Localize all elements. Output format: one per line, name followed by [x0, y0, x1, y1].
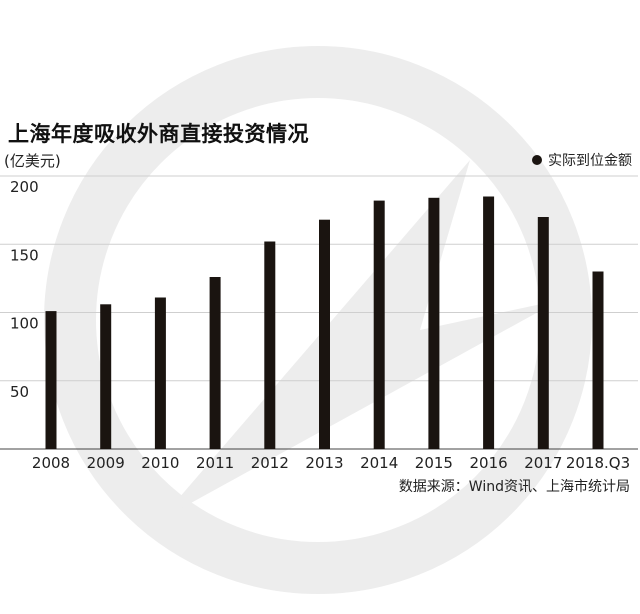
- chart-legend: 实际到位金额: [532, 150, 632, 170]
- chart-title: 上海年度吸收外商直接投资情况: [8, 122, 309, 146]
- y-tick-label-50: 50: [10, 383, 29, 401]
- x-tick-label-2010: 2010: [141, 454, 179, 472]
- legend-label: 实际到位金额: [548, 153, 632, 169]
- x-tick-label-2013: 2013: [305, 454, 343, 472]
- bar-2012: [264, 241, 276, 449]
- x-tick-label-2012: 2012: [251, 454, 289, 472]
- bar-2015: [428, 197, 440, 449]
- bar-2017: [537, 217, 549, 449]
- bar-2016: [483, 196, 495, 449]
- bar-2010: [154, 297, 166, 449]
- y-tick-label-200: 200: [10, 178, 39, 196]
- bars: [45, 196, 604, 449]
- x-tick-label-2014: 2014: [360, 454, 398, 472]
- x-axis-labels: 2008 2009 2010 2011 2012 2013 2014 2015 2016 2017…: [32, 454, 630, 472]
- x-tick-label-2015: 2015: [415, 454, 453, 472]
- x-tick-label-2011: 2011: [196, 454, 234, 472]
- y-axis-unit-label: (亿美元): [4, 152, 61, 170]
- bar-2008: [45, 311, 57, 449]
- x-tick-label-2018.Q3: 2018.Q3: [566, 454, 630, 472]
- bar-2009: [100, 304, 112, 449]
- y-tick-label-150: 150: [10, 246, 39, 264]
- y-tick-label-100: 100: [10, 315, 39, 333]
- legend-dot-icon: [532, 155, 542, 165]
- bar-2013: [319, 219, 330, 449]
- x-tick-label-2017: 2017: [524, 454, 562, 472]
- bar-2018.Q3: [592, 271, 604, 449]
- data-source-note: 数据来源：Wind资讯、上海市统计局: [398, 479, 630, 495]
- bar-2011: [209, 277, 221, 449]
- x-tick-label-2009: 2009: [87, 454, 125, 472]
- y-axis-labels: 50 100 150 200: [10, 178, 39, 401]
- x-tick-label-2008: 2008: [32, 454, 70, 472]
- x-tick-label-2016: 2016: [470, 454, 508, 472]
- bar-2014: [373, 200, 385, 449]
